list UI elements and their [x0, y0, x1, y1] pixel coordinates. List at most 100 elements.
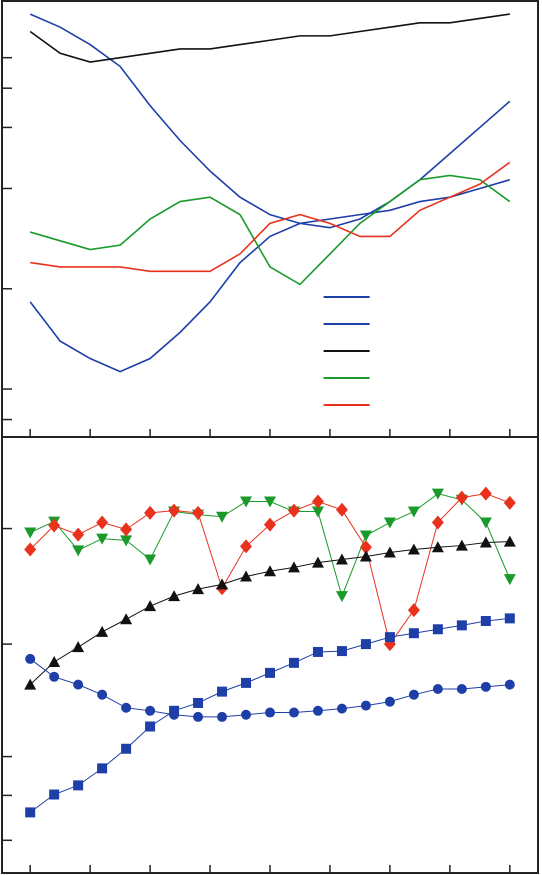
marker	[455, 490, 468, 505]
marker	[311, 506, 324, 518]
marker	[359, 530, 372, 542]
marker	[168, 503, 181, 518]
marker	[48, 518, 61, 533]
marker	[48, 655, 61, 667]
marker	[121, 702, 132, 713]
marker	[217, 711, 228, 722]
plot-frame	[1, 0, 539, 438]
marker	[72, 527, 85, 542]
marker	[72, 545, 85, 557]
marker	[336, 646, 347, 657]
marker	[73, 780, 84, 791]
marker	[503, 574, 516, 586]
marker	[503, 535, 516, 547]
marker	[431, 488, 444, 500]
data-line	[30, 161, 511, 273]
marker	[25, 807, 36, 818]
marker	[24, 678, 37, 690]
marker	[97, 689, 108, 700]
marker	[504, 613, 515, 624]
marker	[360, 639, 371, 650]
marker	[287, 503, 300, 518]
marker	[241, 709, 252, 720]
marker	[408, 689, 419, 700]
marker	[24, 527, 37, 539]
marker	[96, 625, 109, 637]
marker	[336, 703, 347, 714]
marker	[144, 600, 157, 612]
marker	[479, 536, 492, 548]
marker	[217, 686, 228, 697]
marker	[120, 535, 133, 547]
marker	[145, 705, 156, 716]
marker	[456, 684, 467, 695]
data-line	[29, 178, 511, 373]
marker	[265, 667, 275, 678]
marker	[504, 679, 515, 690]
marker	[503, 495, 516, 510]
marker	[120, 522, 133, 537]
marker	[407, 506, 420, 518]
marker	[144, 554, 157, 566]
marker	[431, 515, 444, 530]
marker	[192, 505, 205, 520]
marker	[264, 565, 276, 577]
marker	[216, 578, 229, 590]
marker	[479, 486, 492, 501]
marker	[312, 646, 323, 657]
marker	[25, 653, 36, 664]
marker	[360, 700, 371, 711]
marker	[121, 743, 132, 754]
marker	[192, 583, 205, 595]
marker	[408, 628, 419, 639]
marker	[384, 696, 395, 707]
data-line	[29, 13, 511, 229]
marker	[49, 789, 60, 800]
marker	[432, 624, 443, 635]
marker	[240, 570, 253, 582]
marker	[407, 603, 420, 618]
marker	[480, 681, 491, 692]
marker	[72, 641, 85, 653]
marker	[288, 657, 299, 668]
marker	[312, 705, 323, 716]
marker	[241, 677, 252, 688]
marker	[432, 684, 443, 695]
marker	[335, 553, 348, 565]
marker	[311, 494, 324, 509]
marker	[264, 517, 276, 532]
marker	[96, 515, 109, 530]
marker	[216, 511, 229, 523]
marker	[383, 546, 396, 558]
marker	[264, 496, 276, 508]
marker	[480, 615, 491, 626]
marker	[120, 613, 133, 625]
marker	[144, 505, 157, 520]
marker	[145, 721, 156, 732]
marker	[407, 543, 420, 555]
marker	[193, 711, 204, 722]
marker	[49, 671, 60, 682]
marker	[383, 517, 396, 529]
marker	[73, 679, 84, 690]
marker	[431, 541, 444, 553]
marker	[97, 763, 108, 774]
marker	[240, 539, 253, 554]
marker	[311, 556, 324, 568]
marker	[265, 707, 275, 718]
marker	[455, 539, 468, 551]
marker	[456, 620, 467, 631]
marker	[335, 591, 348, 603]
marker	[168, 590, 181, 602]
marker	[287, 561, 300, 573]
data-line	[29, 13, 510, 63]
marker	[288, 707, 299, 718]
marker	[96, 533, 109, 545]
marker	[479, 517, 492, 529]
marker	[169, 705, 180, 716]
marker	[359, 550, 372, 562]
data-line	[29, 174, 511, 286]
marker	[24, 542, 37, 557]
